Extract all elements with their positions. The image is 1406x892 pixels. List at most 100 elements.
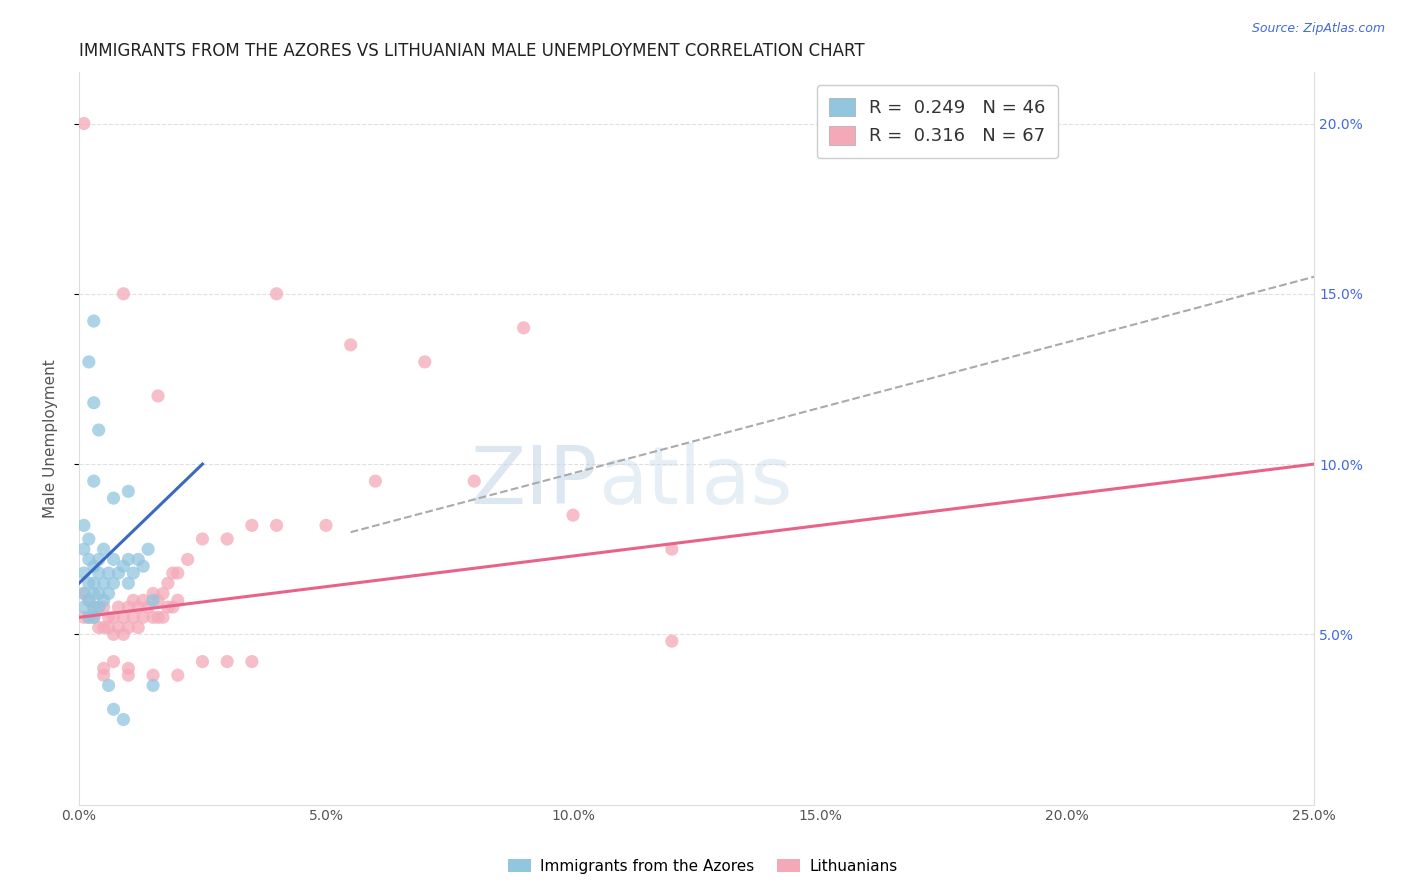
Point [117,552,139,566]
Point [661,634,683,648]
Point [87,586,110,600]
Point [152,586,174,600]
Point [127,621,149,635]
Y-axis label: Male Unemployment: Male Unemployment [44,359,58,518]
Point [191,655,214,669]
Point [217,532,239,546]
Point [103,491,125,505]
Point [73,542,96,557]
Point [146,593,169,607]
Point [142,678,165,692]
Point [266,518,288,533]
Point [117,484,139,499]
Point [83,600,105,615]
Point [112,559,135,574]
Point [112,713,135,727]
Point [93,600,115,615]
Point [117,600,139,615]
Point [132,559,155,574]
Point [142,610,165,624]
Point [83,576,105,591]
Point [364,474,387,488]
Point [87,552,110,566]
Point [87,423,110,437]
Point [107,621,129,635]
Point [83,474,105,488]
Point [162,566,184,580]
Point [97,678,120,692]
Text: ZIP: ZIP [471,443,598,522]
Point [77,532,100,546]
Point [122,593,145,607]
Point [103,702,125,716]
Point [93,621,115,635]
Point [73,610,96,624]
Point [176,552,198,566]
Point [73,518,96,533]
Point [122,610,145,624]
Point [142,586,165,600]
Text: Source: ZipAtlas.com: Source: ZipAtlas.com [1251,22,1385,36]
Text: IMMIGRANTS FROM THE AZORES VS LITHUANIAN MALE UNEMPLOYMENT CORRELATION CHART: IMMIGRANTS FROM THE AZORES VS LITHUANIAN… [79,42,865,60]
Point [132,593,155,607]
Point [77,355,100,369]
Point [112,610,135,624]
Point [117,576,139,591]
Point [87,600,110,615]
Point [73,586,96,600]
Point [97,610,120,624]
Point [93,668,115,682]
Point [83,586,105,600]
Point [315,518,337,533]
Point [146,389,169,403]
Point [77,610,100,624]
Point [103,655,125,669]
Point [217,655,239,669]
Point [93,576,115,591]
Point [77,552,100,566]
Point [83,600,105,615]
Point [97,566,120,580]
Point [103,576,125,591]
Point [142,668,165,682]
Point [136,600,159,615]
Point [73,116,96,130]
Point [77,610,100,624]
Point [339,338,361,352]
Point [152,610,174,624]
Point [97,621,120,635]
Point [117,661,139,675]
Point [132,610,155,624]
Point [103,627,125,641]
Point [83,396,105,410]
Point [156,600,179,615]
Point [83,610,105,624]
Point [87,621,110,635]
Legend: R =  0.249   N = 46, R =  0.316   N = 67: R = 0.249 N = 46, R = 0.316 N = 67 [817,85,1059,158]
Point [77,593,100,607]
Point [156,576,179,591]
Point [240,655,263,669]
Point [112,627,135,641]
Point [146,610,169,624]
Point [77,593,100,607]
Point [103,552,125,566]
Point [97,586,120,600]
Legend: Immigrants from the Azores, Lithuanians: Immigrants from the Azores, Lithuanians [502,853,904,880]
Point [117,668,139,682]
Point [136,542,159,557]
Point [83,559,105,574]
Point [562,508,585,523]
Point [166,593,188,607]
Point [73,566,96,580]
Point [661,542,683,557]
Point [142,593,165,607]
Point [93,661,115,675]
Point [166,566,188,580]
Point [122,566,145,580]
Point [413,355,436,369]
Point [73,586,96,600]
Point [166,668,188,682]
Point [107,600,129,615]
Point [93,542,115,557]
